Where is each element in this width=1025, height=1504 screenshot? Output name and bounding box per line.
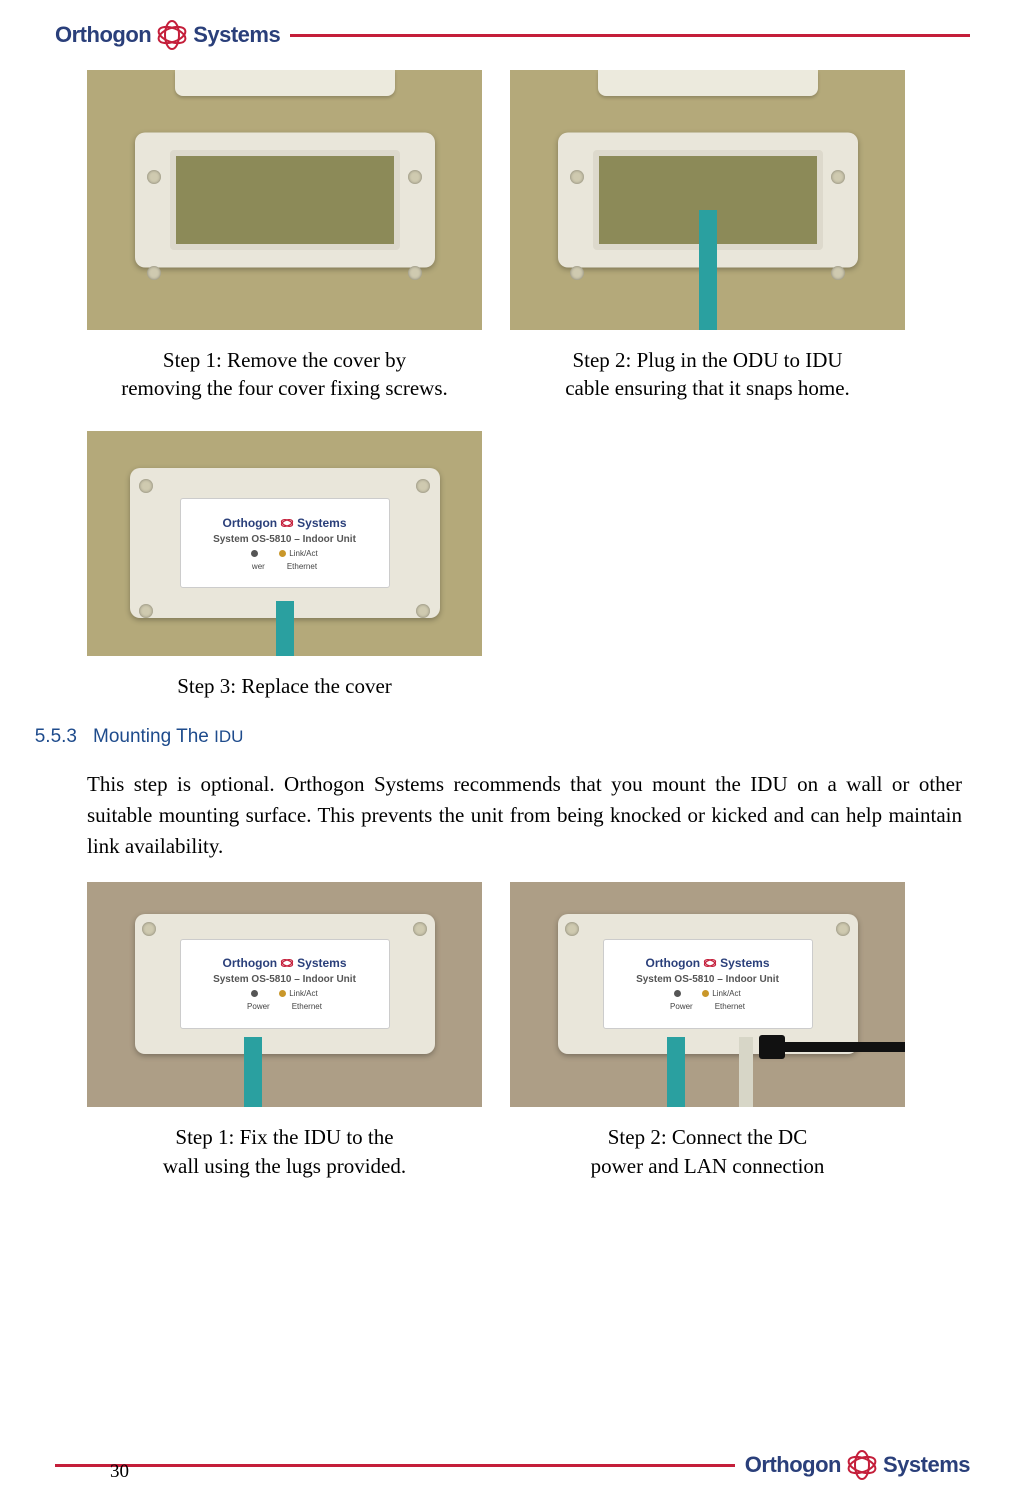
- device-label-b2-model: System OS-5810 – Indoor Unit: [636, 974, 779, 985]
- caption-step2-a: Step 2: Plug in the: [572, 348, 732, 372]
- brand-logo-top: Orthogon Systems: [55, 18, 280, 52]
- caption-step1-line2: removing the four cover fixing screws.: [121, 376, 448, 400]
- caption-b1-b: to the: [341, 1125, 394, 1149]
- caption-step1-line1: Step 1: Remove the cover by: [163, 348, 406, 372]
- page-header: Orthogon Systems: [55, 18, 970, 52]
- device-label-b1-eth: Ethernet: [292, 1002, 322, 1011]
- section-title: Mounting The IDU: [93, 726, 243, 748]
- device-label-link: Link/Act: [289, 549, 317, 558]
- caption-step1: Step 1: Remove the cover by removing the…: [121, 346, 448, 403]
- caption-step2-b: to: [778, 348, 805, 372]
- figure-step3: Orthogon Systems System OS-5810 – Indoor…: [87, 431, 482, 700]
- device-label-b1-link: Link/Act: [289, 989, 317, 998]
- section-paragraph: This step is optional. Orthogon Systems …: [87, 769, 962, 862]
- device-label-b2-link: Link/Act: [712, 989, 740, 998]
- photo-step1: [87, 70, 482, 330]
- device-label-b2-brand2: Systems: [720, 956, 769, 970]
- photo-b-step1: Orthogon Systems System OS-5810 – Indoor…: [87, 882, 482, 1107]
- caption-b-step1: Step 1: Fix the IDU to the wall using th…: [163, 1123, 406, 1180]
- brand-word-2: Systems: [193, 22, 280, 48]
- caption-b1-idu: IDU: [304, 1125, 341, 1149]
- para-a: This step is optional. Orthogon Systems …: [87, 772, 750, 796]
- device-label-card: Orthogon Systems System OS-5810 – Indoor…: [180, 498, 390, 588]
- caption-step2: Step 2: Plug in the ODU to IDU cable ens…: [565, 346, 850, 403]
- figure-step2: Step 2: Plug in the ODU to IDU cable ens…: [510, 70, 905, 403]
- brand-globe-icon: [155, 18, 189, 52]
- section-title-a: Mounting The: [93, 726, 214, 747]
- figure-b-step1: Orthogon Systems System OS-5810 – Indoor…: [87, 882, 482, 1180]
- figure-b-step2: Orthogon Systems System OS-5810 – Indoor…: [510, 882, 905, 1180]
- photo-b-step2: Orthogon Systems System OS-5810 – Indoor…: [510, 882, 905, 1107]
- caption-step3: Step 3: Replace the cover: [177, 672, 392, 700]
- content-column: Step 1: Remove the cover by removing the…: [87, 70, 970, 1180]
- brand-logo-bottom: Orthogon Systems: [745, 1448, 970, 1482]
- device-label-b1-model: System OS-5810 – Indoor Unit: [213, 974, 356, 985]
- photo-step3: Orthogon Systems System OS-5810 – Indoor…: [87, 431, 482, 656]
- header-rule: [290, 34, 970, 37]
- caption-step2-line2: cable ensuring that it snaps home.: [565, 376, 850, 400]
- figure-grid-bottom: Orthogon Systems System OS-5810 – Indoor…: [87, 882, 970, 1180]
- device-label-brand1: Orthogon: [222, 516, 277, 530]
- footer-rule: [55, 1464, 735, 1467]
- caption-step2-idu: IDU: [805, 348, 842, 372]
- figure-step1: Step 1: Remove the cover by removing the…: [87, 70, 482, 403]
- device-label-b1-power: Power: [247, 1002, 270, 1011]
- device-label-card-b2: Orthogon Systems System OS-5810 – Indoor…: [603, 939, 813, 1029]
- device-label-eth: Ethernet: [287, 562, 317, 571]
- device-label-brand2: Systems: [297, 516, 346, 530]
- caption-step2-odu: ODU: [733, 348, 779, 372]
- figure-grid-top: Step 1: Remove the cover by removing the…: [87, 70, 970, 700]
- caption-b1-a: Step 1: Fix the: [175, 1125, 303, 1149]
- device-label-power-partial: wer: [252, 562, 265, 571]
- section-heading: 5.5.3 Mounting The IDU: [25, 726, 970, 748]
- caption-b1-line2: wall using the lugs provided.: [163, 1154, 406, 1178]
- device-label-b2-power: Power: [670, 1002, 693, 1011]
- device-label-card-b1: Orthogon Systems System OS-5810 – Indoor…: [180, 939, 390, 1029]
- page: Orthogon Systems: [0, 0, 1025, 1504]
- caption-b-step2: Step 2: Connect the DC power and LAN con…: [591, 1123, 825, 1180]
- caption-step3-line1: Step 3: Replace the cover: [177, 674, 392, 698]
- device-label-model: System OS-5810 – Indoor Unit: [213, 534, 356, 545]
- page-number: 30: [110, 1461, 129, 1483]
- brand-word-1: Orthogon: [55, 22, 151, 48]
- section-number: 5.5.3: [25, 726, 77, 748]
- section-title-idu: IDU: [214, 727, 243, 746]
- device-label-b2-eth: Ethernet: [715, 1002, 745, 1011]
- device-label-b1-brand2: Systems: [297, 956, 346, 970]
- para-idu: IDU: [750, 772, 787, 796]
- brand-word-2-footer: Systems: [883, 1452, 970, 1478]
- device-label-b2-brand1: Orthogon: [645, 956, 700, 970]
- photo-step2: [510, 70, 905, 330]
- brand-globe-icon-footer: [845, 1448, 879, 1482]
- caption-b2-line2: power and LAN connection: [591, 1154, 825, 1178]
- page-footer: Orthogon Systems 30: [55, 1448, 970, 1482]
- brand-word-1-footer: Orthogon: [745, 1452, 841, 1478]
- caption-b2-line1: Step 2: Connect the DC: [608, 1125, 807, 1149]
- device-label-b1-brand1: Orthogon: [222, 956, 277, 970]
